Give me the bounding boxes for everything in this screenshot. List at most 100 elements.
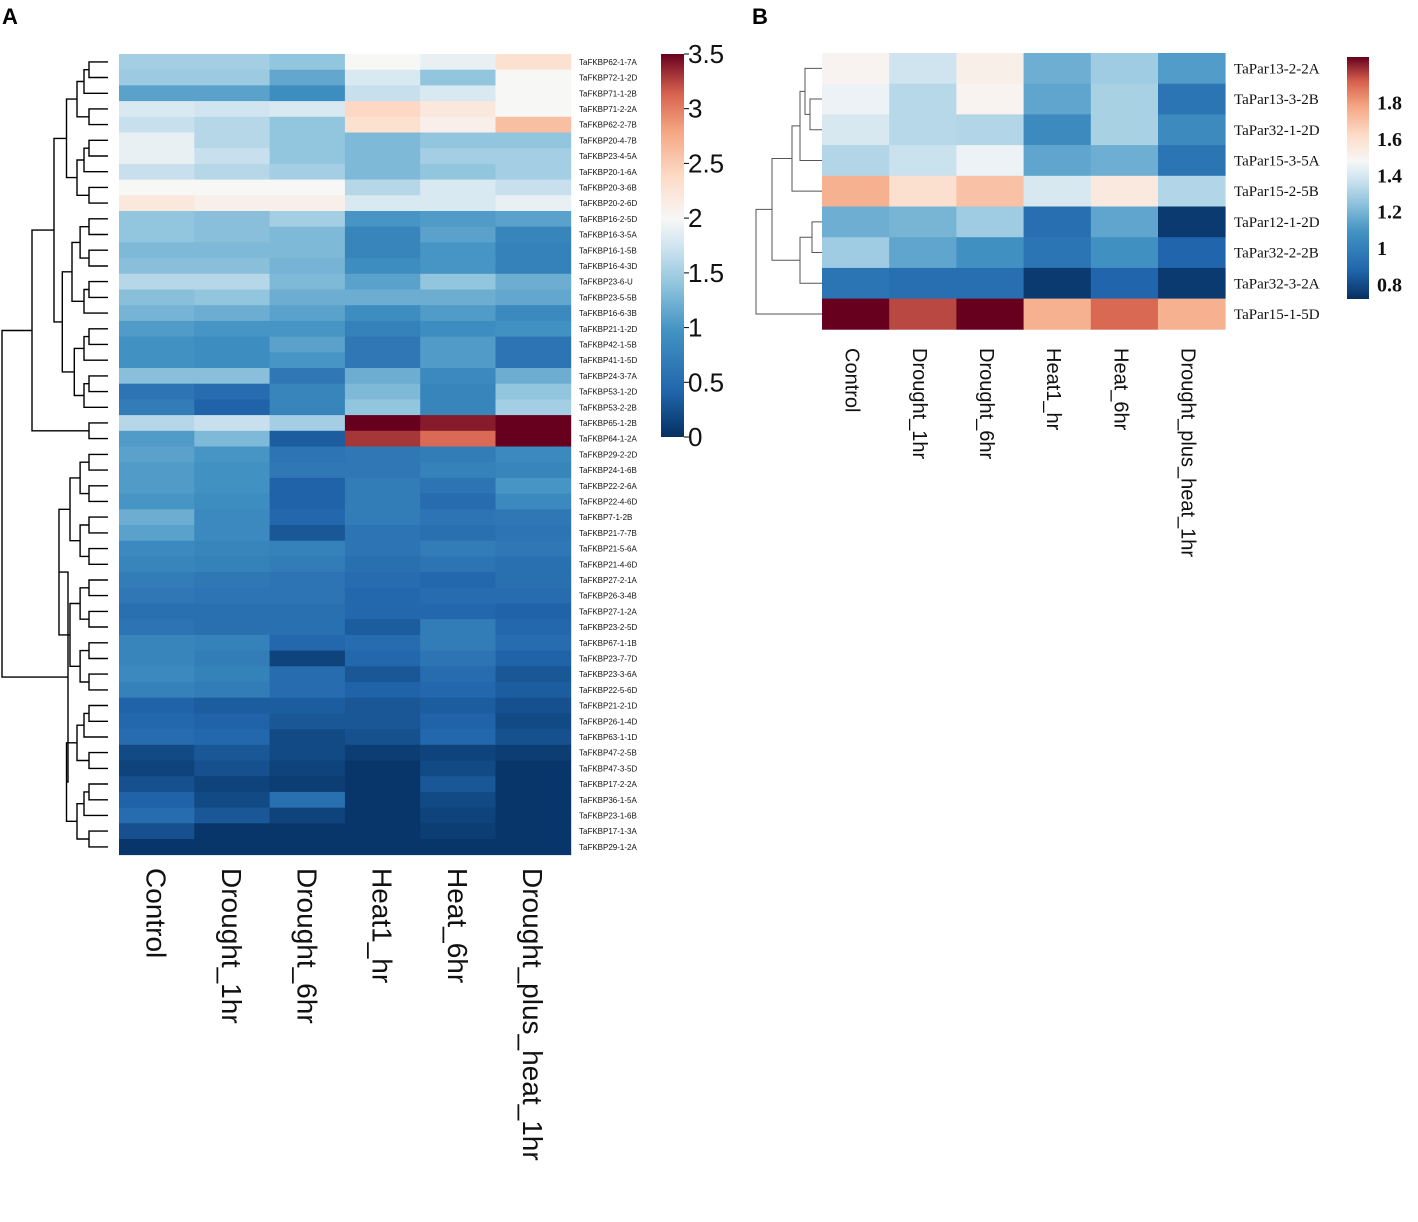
heatmap-cell xyxy=(344,603,421,620)
heatmap-cell xyxy=(119,462,195,479)
heatmap-cell xyxy=(1023,206,1092,238)
heatmap-cell xyxy=(889,53,957,85)
row-labels-b: TaPar13-2-2A TaPar13-3-2B TaPar32-1-2D TaPa… xyxy=(1234,61,1320,323)
heatmap-cell xyxy=(194,525,270,542)
heatmap-cell xyxy=(344,148,421,165)
heatmap-cell xyxy=(495,368,572,385)
dendrogram-branch xyxy=(83,288,108,314)
heatmap-cell xyxy=(269,634,346,651)
row-label: TaPar15-1-5D xyxy=(1234,307,1320,323)
heatmap-cell xyxy=(194,258,270,275)
heatmap-cell xyxy=(1158,145,1226,177)
row-label: TaFKBP21-1-2D xyxy=(579,325,637,334)
heatmap-cell xyxy=(344,839,421,856)
row-label: TaFKBP24-3-7A xyxy=(579,372,637,381)
row-label: TaFKBP65-1-2B xyxy=(579,419,637,428)
dendrogram-branch xyxy=(76,80,89,118)
heatmap-cell xyxy=(344,242,421,259)
heatmap-cell xyxy=(344,807,421,824)
row-label: TaFKBP27-1-2A xyxy=(579,607,637,616)
dendrogram-branch xyxy=(79,461,89,495)
heatmap-cell xyxy=(269,776,346,793)
heatmap-cell xyxy=(119,682,195,699)
heatmap-cell xyxy=(194,791,270,808)
dendrogram-branch xyxy=(31,229,89,432)
heatmap-cell xyxy=(420,509,496,526)
heatmap-cell xyxy=(420,713,496,730)
heatmap-cell xyxy=(420,211,496,228)
heatmap-cell xyxy=(495,336,572,353)
heatmap-panel-b: TaPar13-2-2A TaPar13-3-2B TaPar32-1-2D TaPa… xyxy=(755,53,1402,557)
heatmap-cell xyxy=(194,556,270,573)
heatmap-cell xyxy=(420,587,496,604)
heatmap-cell xyxy=(269,823,346,840)
column-label: Control xyxy=(841,348,863,412)
dendrogram-branch xyxy=(79,226,89,259)
heatmap-cell xyxy=(495,713,572,730)
column-label: Drought_6hr xyxy=(291,868,322,1024)
row-label: TaFKBP62-2-7B xyxy=(579,121,637,130)
dendrogram-branch xyxy=(88,673,108,691)
dendrogram-branch xyxy=(76,803,89,840)
heatmap-cell xyxy=(495,69,572,86)
dendrogram-branch xyxy=(88,249,108,267)
heatmap-panel-a: TaFKBP62-1-7A TaFKBP72-1-2D TaFKBP71-1-2B T… xyxy=(1,39,724,1161)
row-label: TaFKBP20-1-6A xyxy=(579,168,637,177)
heatmap-cell xyxy=(420,776,496,793)
row-label: TaFKBP29-2-2D xyxy=(579,450,637,459)
heatmap-cell xyxy=(344,760,421,777)
row-label: TaFKBP21-5-6A xyxy=(579,545,637,554)
row-label: TaFKBP16-4-3D xyxy=(579,262,637,271)
heatmap-cell xyxy=(822,114,890,146)
row-label: TaFKBP23-6-U xyxy=(579,278,633,287)
heatmap-cell xyxy=(269,226,346,243)
heatmap-cell xyxy=(269,477,346,494)
heatmap-cell xyxy=(495,163,572,180)
column-label: Drought_1hr xyxy=(908,348,930,460)
heatmap-cell xyxy=(495,54,572,71)
heatmap-cell xyxy=(269,352,346,369)
heatmap-cell xyxy=(495,650,572,667)
heatmap-cell xyxy=(889,114,957,146)
heatmap-cell xyxy=(344,619,421,636)
heatmap-cell xyxy=(956,298,1024,330)
heatmap-cell xyxy=(344,446,421,463)
heatmap-cell xyxy=(1023,298,1092,330)
colorbar-tick-label: 1.8 xyxy=(1377,93,1402,115)
row-label: TaFKBP17-2-2A xyxy=(579,780,637,789)
heatmap-cell xyxy=(194,273,270,290)
heatmap-cell xyxy=(344,320,421,337)
heatmap-cell xyxy=(1090,83,1159,115)
heatmap-cell xyxy=(194,462,270,479)
heatmap-cell xyxy=(119,116,195,133)
heatmap-cell xyxy=(420,320,496,337)
heatmap-cell xyxy=(119,729,195,746)
heatmap-cell xyxy=(269,368,346,385)
heatmap-cell xyxy=(420,666,496,683)
row-label: TaFKBP16-1-5B xyxy=(579,246,637,255)
row-label: TaFKBP22-5-6D xyxy=(579,686,637,695)
heatmap-cell xyxy=(194,572,270,589)
row-label: TaFKBP71-1-2B xyxy=(579,89,637,98)
heatmap-cell xyxy=(495,587,572,604)
heatmap-cell xyxy=(119,493,195,510)
heatmap-cell xyxy=(344,368,421,385)
dendrogram-branch xyxy=(88,328,108,346)
heatmap-cell xyxy=(119,242,195,259)
heatmap-cell xyxy=(344,744,421,761)
heatmap-cell xyxy=(119,399,195,416)
heatmap-cell xyxy=(495,462,572,479)
heatmap-cell xyxy=(495,242,572,259)
heatmap-cell xyxy=(1090,206,1159,238)
heatmap-cell xyxy=(269,69,346,86)
heatmap-cell xyxy=(420,807,496,824)
heatmap-cell xyxy=(420,399,496,416)
row-label: TaFKBP72-1-2D xyxy=(579,74,637,83)
heatmap-cell xyxy=(956,145,1024,177)
row-label: TaFKBP20-3-6B xyxy=(579,183,637,192)
heatmap-cell xyxy=(1090,298,1159,330)
heatmap-cell xyxy=(420,540,496,557)
heatmap-cell xyxy=(344,525,421,542)
heatmap-cell xyxy=(194,823,270,840)
row-label: TaFKBP29-1-2A xyxy=(579,843,637,852)
